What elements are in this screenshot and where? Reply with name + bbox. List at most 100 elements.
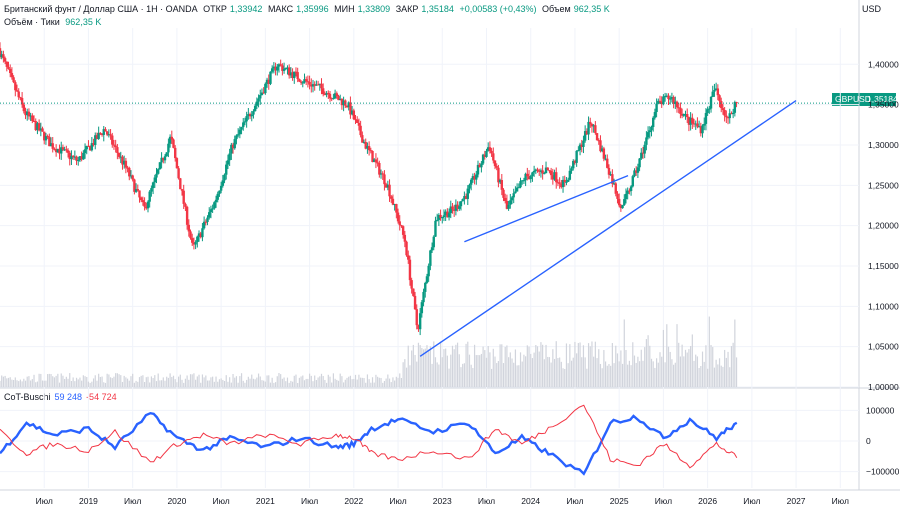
volume-bar <box>230 382 232 387</box>
candle-body <box>204 221 208 223</box>
candle-body <box>78 156 82 161</box>
volume-bar <box>132 373 134 387</box>
volume-bar <box>552 349 554 387</box>
volume-bar <box>223 381 226 387</box>
volume-bar <box>370 382 372 387</box>
candle-body <box>66 150 70 153</box>
cot-lines <box>0 404 738 476</box>
candle-body <box>179 178 182 190</box>
volume-bar <box>358 374 360 387</box>
cot-tick-label: 0 <box>866 436 871 446</box>
volume-bar <box>581 357 583 387</box>
candle-body <box>24 111 27 116</box>
indicator-name[interactable]: CoT-Buschi <box>4 392 51 402</box>
candle-body <box>65 149 68 151</box>
candle-body <box>349 102 352 115</box>
time-tick-label: Июл <box>124 496 141 506</box>
volume-bar <box>189 374 192 387</box>
candle-body <box>612 183 616 185</box>
candle-body <box>99 132 102 134</box>
volume-bar <box>594 341 596 387</box>
volume-bar <box>242 380 244 387</box>
symbol-title[interactable]: Британский фунт / Доллар США · 1Н · OAND… <box>4 4 198 14</box>
candle-body <box>330 98 333 100</box>
volume-bar <box>586 368 588 387</box>
volume-bar <box>701 351 704 387</box>
candle-body <box>435 219 439 221</box>
candle-body <box>133 179 136 192</box>
volume-bar <box>62 375 64 387</box>
candle-body <box>296 72 299 80</box>
volume-bar <box>98 373 100 387</box>
volume-bar <box>647 335 649 387</box>
volume-bar <box>108 374 110 387</box>
volume-bar <box>320 373 323 387</box>
candle-body <box>662 96 665 105</box>
volume-bar <box>137 381 139 387</box>
volume-bar <box>642 360 644 387</box>
volume-bar <box>23 378 25 387</box>
volume-bar <box>150 376 152 387</box>
time-tick-label: Июл <box>36 496 53 506</box>
volume-indicator-label[interactable]: Объём · Тики <box>4 17 60 27</box>
volume-bar <box>240 373 243 387</box>
candle-body <box>449 206 452 214</box>
volume-bar <box>28 376 30 387</box>
candle-body <box>5 61 9 67</box>
volume-bar <box>511 358 513 387</box>
volume-bar <box>599 363 602 387</box>
volume-bar <box>627 364 629 387</box>
candle-body <box>32 120 36 122</box>
volume-bar <box>734 319 736 387</box>
trendlines[interactable] <box>0 100 859 357</box>
volume-bar <box>40 373 42 387</box>
candle-body <box>638 158 641 168</box>
currency-label[interactable]: USD <box>862 4 882 14</box>
volume-bar <box>35 382 37 387</box>
volume-bar <box>669 351 671 387</box>
volume-bar <box>206 380 209 387</box>
candle-body <box>68 152 71 160</box>
candle-body <box>221 180 225 186</box>
volume-bar <box>557 357 559 387</box>
candle-body <box>139 197 143 201</box>
candle-body <box>7 66 10 69</box>
candle-body <box>585 131 589 135</box>
candle-body <box>509 200 512 205</box>
volume-bar <box>154 375 156 387</box>
candle-body <box>61 147 65 150</box>
candle-body <box>660 101 663 105</box>
candle-body <box>492 153 495 161</box>
volume-bar <box>463 363 465 387</box>
volume-bar <box>138 377 141 387</box>
grid-layer <box>0 0 900 491</box>
volume-bar <box>499 344 501 387</box>
candle-body <box>20 97 24 105</box>
candle-body <box>279 64 282 66</box>
volume-bar <box>385 378 387 387</box>
candle-body <box>689 117 692 125</box>
candle-body <box>701 125 704 134</box>
candle-body <box>121 156 124 165</box>
candle-body <box>95 135 99 139</box>
candle-body <box>197 233 201 237</box>
volume-bar <box>201 374 204 387</box>
candle-body <box>653 112 657 118</box>
candle-body <box>432 236 435 248</box>
candle-body <box>219 185 223 191</box>
volume-bar <box>2 376 5 387</box>
volume-bar <box>535 344 537 387</box>
volume-bar <box>735 357 738 387</box>
candle-body <box>674 101 677 104</box>
volume-bar <box>567 363 569 387</box>
candle-body <box>153 177 156 183</box>
volume-bar <box>596 358 598 387</box>
candle-body <box>208 212 211 218</box>
volume-bar <box>598 349 600 387</box>
candle-body <box>684 114 687 116</box>
volume-bar <box>24 380 27 387</box>
volume-bar <box>269 382 272 387</box>
candle-body <box>119 156 122 158</box>
candle-body <box>441 217 444 219</box>
